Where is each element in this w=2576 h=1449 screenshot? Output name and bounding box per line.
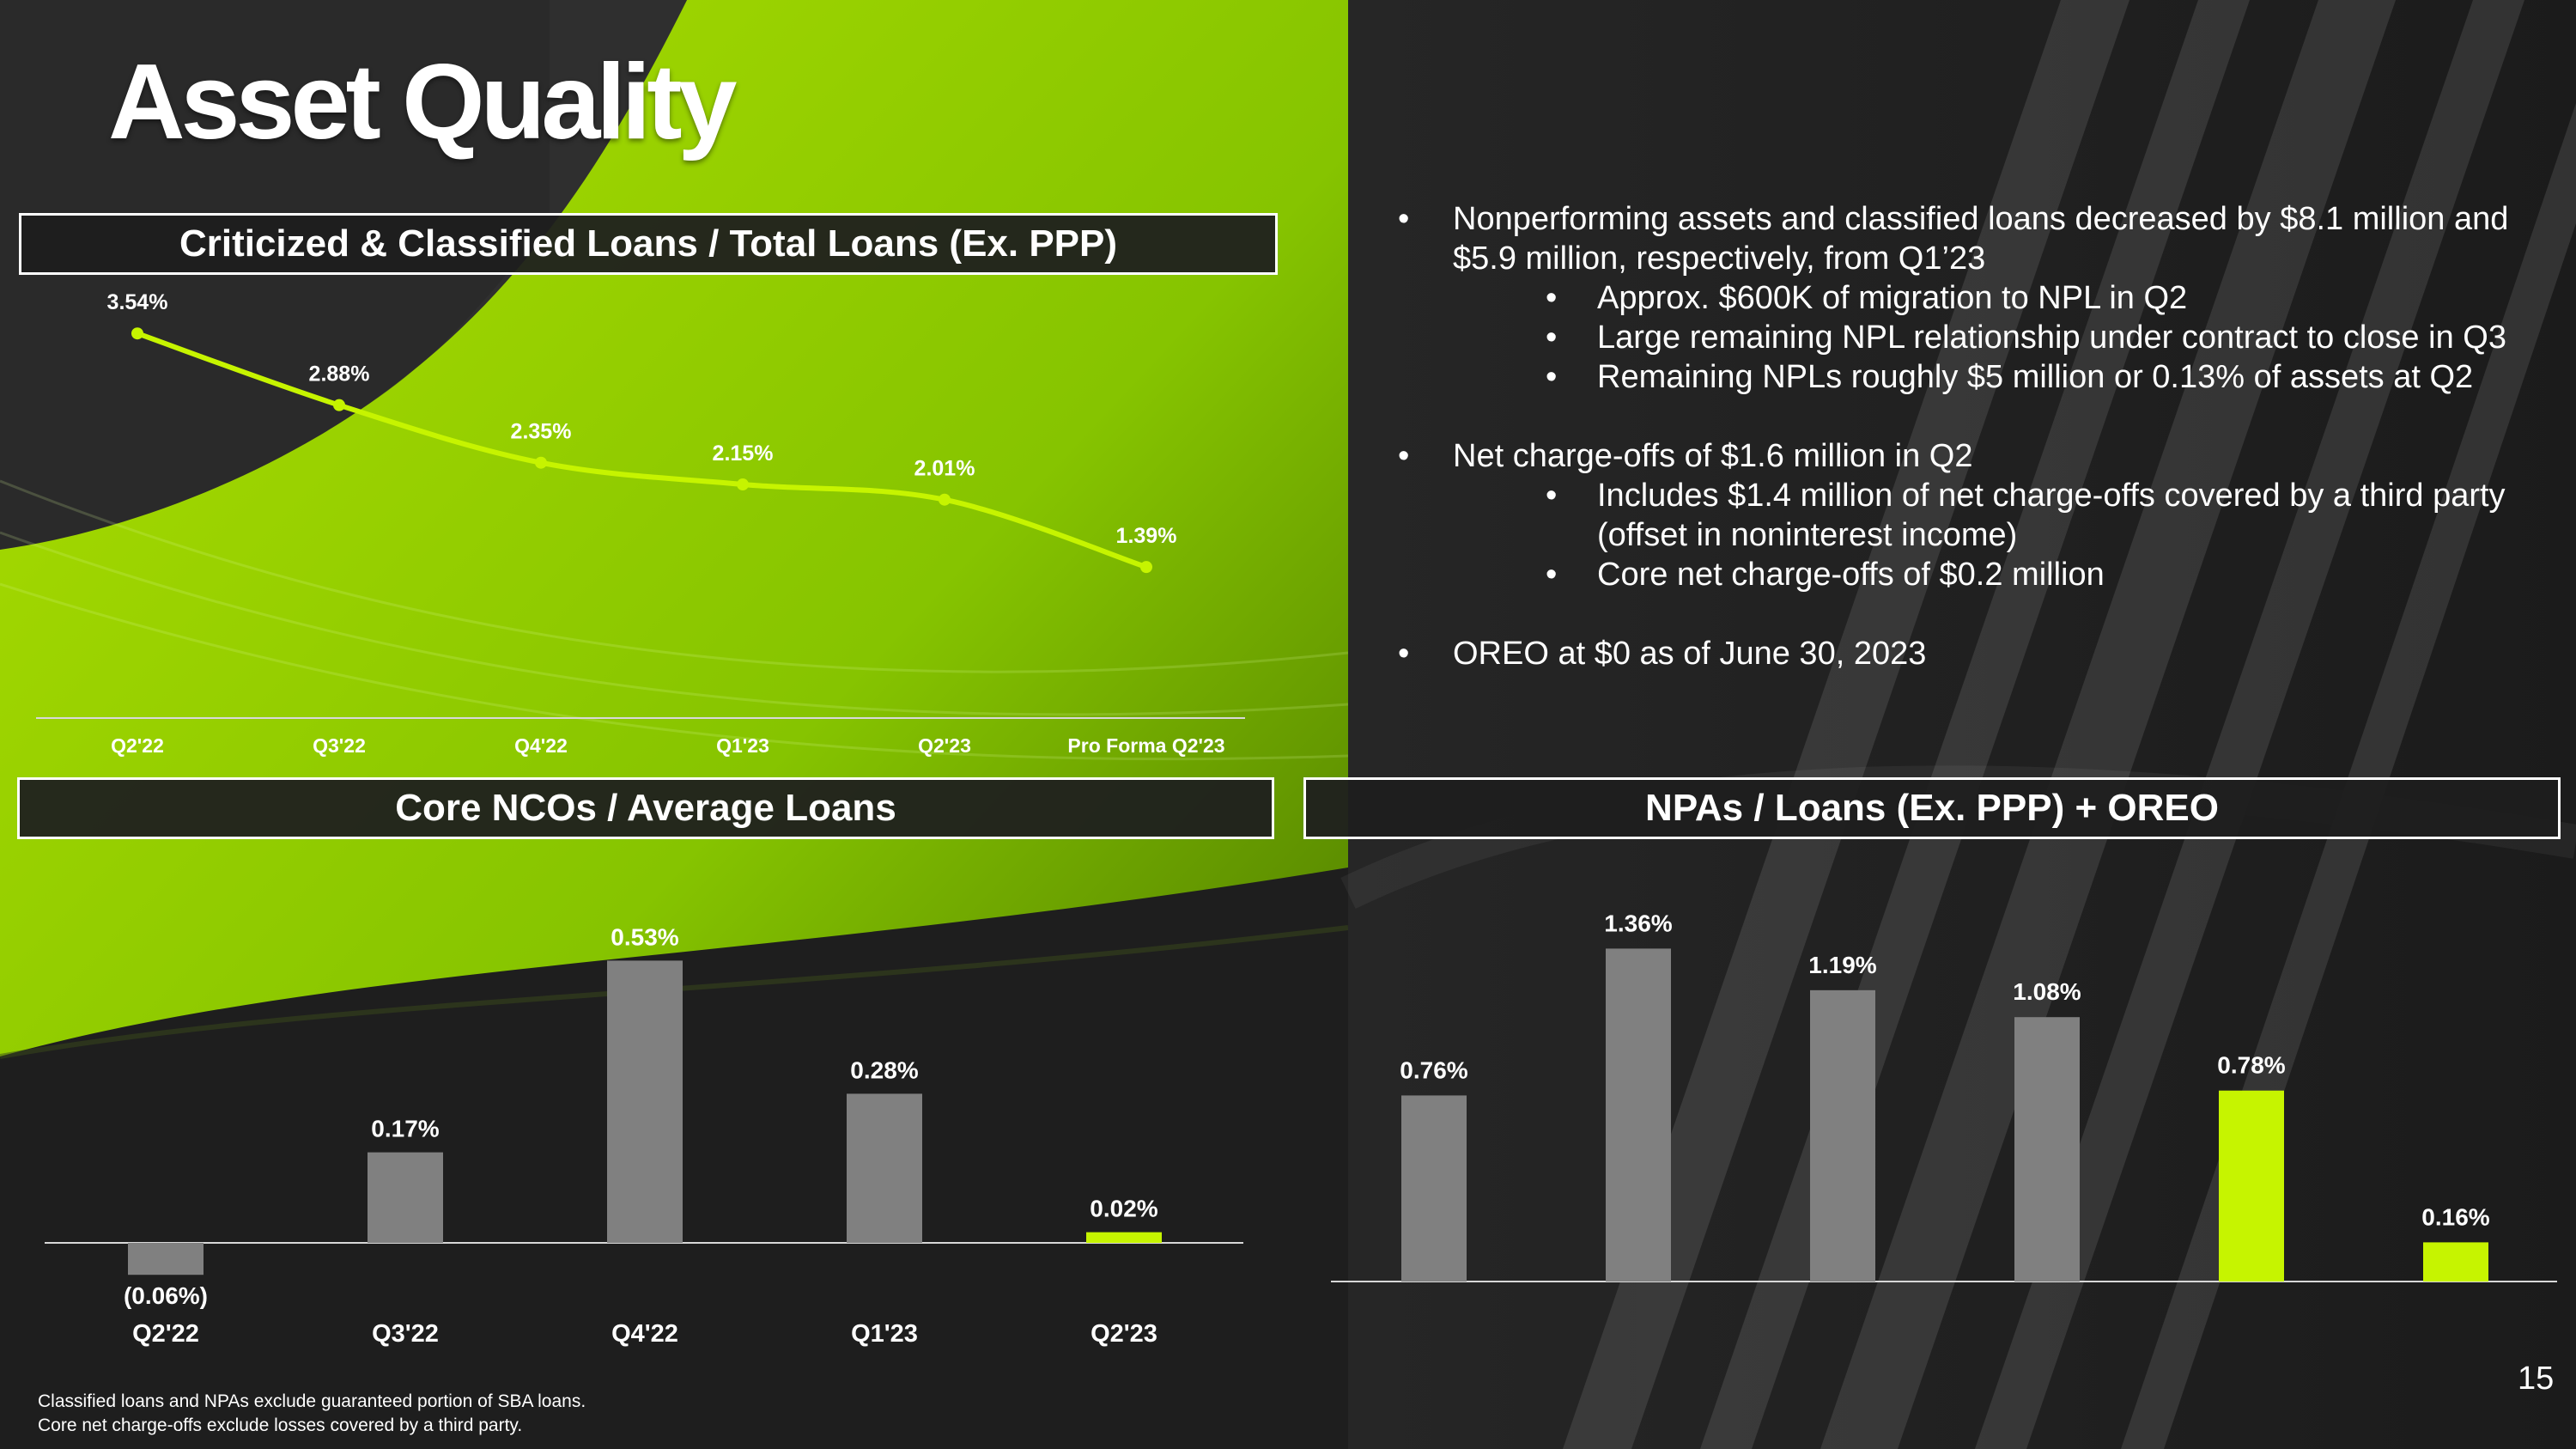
- data-point: [535, 456, 547, 469]
- data-label: 2.01%: [914, 457, 975, 481]
- chart-title-core-ncos: Core NCOs / Average Loans: [17, 777, 1274, 839]
- page-title: Asset Quality: [108, 43, 737, 161]
- bar: [1810, 989, 1875, 1282]
- chart-title-criticized-classified: Criticized & Classified Loans / Total Lo…: [19, 213, 1278, 275]
- data-label: 1.08%: [2013, 978, 2081, 1005]
- x-tick-label: Q1'23: [716, 734, 769, 757]
- bullet-item: Nonperforming assets and classified loan…: [1391, 199, 2550, 397]
- bullet-item: Net charge-offs of $1.6 million in Q2 In…: [1391, 436, 2550, 594]
- page-number: 15: [2518, 1361, 2555, 1397]
- x-tick-label: Q4'22: [611, 1320, 678, 1348]
- data-label: 2.15%: [713, 441, 774, 466]
- bar: [847, 1093, 922, 1243]
- data-label: 1.19%: [1808, 952, 1876, 978]
- data-label: 0.28%: [850, 1056, 918, 1083]
- data-label: 2.35%: [511, 420, 572, 444]
- sub-bullet-item: Remaining NPLs roughly $5 million or 0.1…: [1453, 357, 2550, 397]
- data-label: 0.17%: [371, 1116, 439, 1142]
- x-tick-label: Q2'22: [111, 734, 164, 757]
- line-chart-criticized-classified: 3.54% Q2'22 2.88% Q3'22 2.35% Q4'22 2.15% Q1'23…: [36, 290, 1245, 757]
- data-label: 1.36%: [1604, 910, 1672, 936]
- data-point: [333, 399, 345, 411]
- data-label: 3.54%: [107, 290, 168, 314]
- data-label: 0.78%: [2217, 1052, 2285, 1079]
- footnote-line: Classified loans and NPAs exclude guaran…: [38, 1391, 586, 1411]
- bullet-text: OREO at $0 as of June 30, 2023: [1453, 636, 1927, 672]
- footnote-line: Core net charge-offs exclude losses cove…: [38, 1416, 523, 1435]
- x-tick-label: Q3'22: [313, 734, 366, 757]
- x-tick-label: Q2'23: [918, 734, 971, 757]
- data-point: [939, 493, 951, 506]
- data-label: 0.53%: [611, 923, 678, 950]
- x-tick-label: Q1'23: [851, 1320, 918, 1348]
- bar: [128, 1243, 204, 1275]
- data-label: 1.39%: [1116, 524, 1177, 548]
- bar: [2423, 1242, 2488, 1282]
- sub-bullet-item: Approx. $600K of migration to NPL in Q2: [1453, 278, 2550, 318]
- bullet-item: OREO at $0 as of June 30, 2023: [1391, 634, 2550, 673]
- x-tick-label: Q4'22: [514, 734, 568, 757]
- data-point: [131, 327, 143, 340]
- bar: [1401, 1095, 1467, 1282]
- bar: [607, 960, 683, 1243]
- x-tick-label: Q2'22: [132, 1320, 199, 1348]
- data-point: [737, 478, 749, 491]
- bar: [1606, 948, 1671, 1282]
- sub-bullet-item: Core net charge-offs of $0.2 million: [1453, 555, 2550, 594]
- bullet-text: Nonperforming assets and classified loan…: [1453, 201, 2509, 277]
- x-tick-label: Q2'23: [1091, 1320, 1157, 1348]
- commentary-bullets: Nonperforming assets and classified loan…: [1391, 199, 2550, 713]
- x-tick-label: Q3'22: [372, 1320, 439, 1348]
- series-line: [135, 331, 1149, 570]
- data-point: [1140, 561, 1152, 574]
- bullet-text: Net charge-offs of $1.6 million in Q2: [1453, 438, 1973, 474]
- chart-title-npas: NPAs / Loans (Ex. PPP) + OREO: [1303, 777, 2561, 839]
- bar-chart-npas: 0.76% 1.36% 1.19% 1.08% 0.78% 0.16%: [1331, 910, 2557, 1282]
- footnotes: Classified loans and NPAs exclude guaran…: [38, 1390, 586, 1438]
- data-label: 2.88%: [309, 362, 370, 387]
- bar-chart-core-ncos: (0.06%) Q2'22 0.17% Q3'22 0.53% Q4'22 0.28% Q1'…: [45, 923, 1243, 1348]
- data-label: (0.06%): [124, 1282, 208, 1309]
- bar: [2219, 1090, 2284, 1282]
- bar: [1086, 1232, 1162, 1243]
- x-tick-label: Pro Forma Q2'23: [1067, 734, 1224, 757]
- sub-bullet-item: Large remaining NPL relationship under c…: [1453, 318, 2550, 357]
- data-label: 0.16%: [2421, 1203, 2489, 1230]
- data-label: 0.76%: [1400, 1056, 1467, 1083]
- bar: [368, 1152, 443, 1243]
- data-label: 0.02%: [1090, 1196, 1157, 1222]
- sub-bullet-item: Includes $1.4 million of net charge-offs…: [1453, 476, 2550, 555]
- bar: [2014, 1017, 2080, 1282]
